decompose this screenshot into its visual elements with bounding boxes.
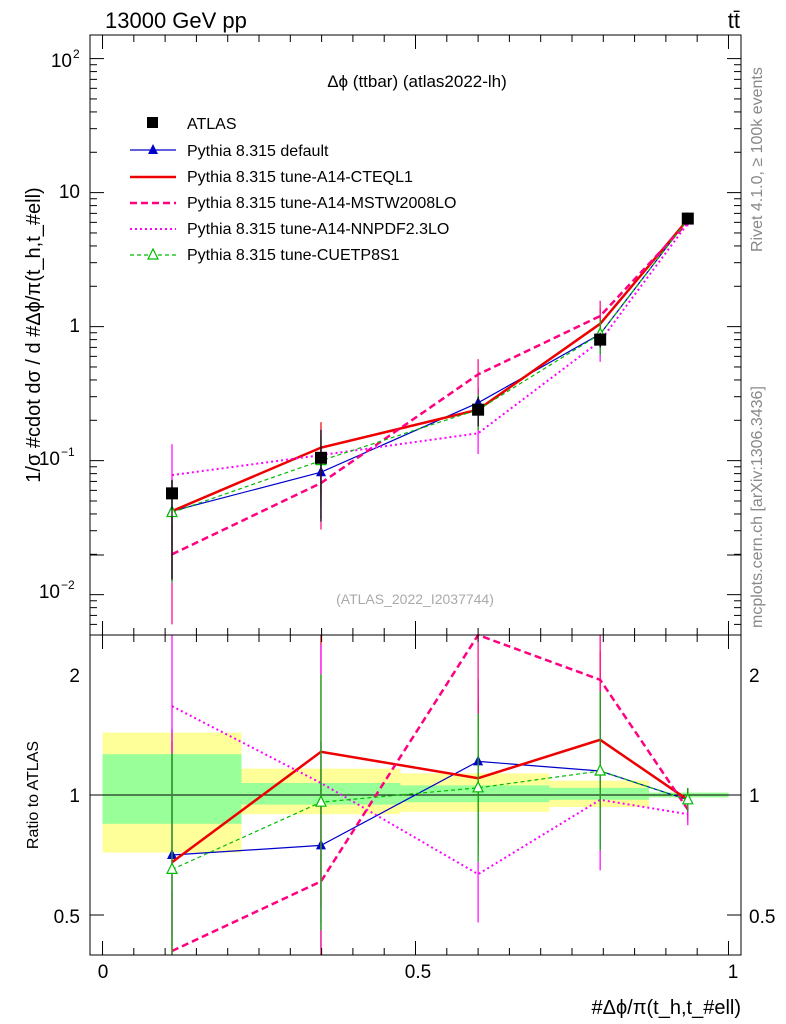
ratio-ylabel: Ratio to ATLAS xyxy=(25,741,42,849)
legend-atlas-label: ATLAS xyxy=(187,116,237,133)
legend-cteql1-label: Pythia 8.315 tune-A14-CTEQL1 xyxy=(187,169,413,186)
legend-default-marker xyxy=(148,144,158,154)
point-atlas xyxy=(681,212,694,225)
series-line-mstw xyxy=(171,221,689,556)
ytick-label-100-exp: 2 xyxy=(73,47,80,61)
process-label: tt̄ xyxy=(728,8,740,33)
ratio-bands xyxy=(102,732,729,853)
ytick-label-10: 10 xyxy=(59,182,80,203)
ratio-ytick-label-0.5: 0.5 xyxy=(54,907,80,928)
main-panel: Δϕ (ttbar) (atlas2022-lh) (ATLAS_2022_I2… xyxy=(23,34,742,636)
ratio-line-nnpdf xyxy=(171,705,688,876)
xtick-label-0.5: 0.5 xyxy=(405,962,431,983)
legend-cuetp-label: Pythia 8.315 tune-CUETP8S1 xyxy=(187,247,400,264)
legend-cuetp-marker xyxy=(147,247,159,260)
ratio-point-cuetp xyxy=(472,780,485,793)
ratio-panel: 2 1 0.5 2 1 0.5 Ratio to ATLAS 0 0.5 1 #… xyxy=(25,554,775,1019)
xtick-label-0: 0 xyxy=(98,962,109,983)
ratio-point-cuetp xyxy=(681,792,694,805)
band-inner xyxy=(400,785,550,803)
ratio-point-cuetp xyxy=(166,862,178,875)
energy-label: 13000 GeV pp xyxy=(105,8,247,33)
ratio-line-cuetp xyxy=(171,770,688,870)
ratio-ytick-label-1: 1 xyxy=(69,786,80,807)
main-ticks xyxy=(90,35,741,636)
band-inner xyxy=(549,787,649,800)
ratio-ytick-label-1-right: 1 xyxy=(749,786,760,807)
point-atlas xyxy=(314,451,327,464)
ytick-label-0.1: 10 xyxy=(39,449,60,470)
ytick-label-0.01-exp: −2 xyxy=(61,578,75,592)
main-marks xyxy=(166,212,694,625)
ytick-label-100: 10 xyxy=(51,51,72,72)
main-title: Δϕ (ttbar) (atlas2022-lh) xyxy=(327,72,507,91)
point-atlas xyxy=(166,487,179,500)
legend-default-label: Pythia 8.315 default xyxy=(187,143,329,160)
ratio-point-cuetp xyxy=(594,763,607,776)
xtick-label-1: 1 xyxy=(728,962,739,983)
ytick-label-0.01: 10 xyxy=(39,582,60,603)
legend-nnpdf-label: Pythia 8.315 tune-A14-NNPDF2.3LO xyxy=(187,221,449,238)
xlabel: #Δϕ/π(t_h,t_#ell) xyxy=(591,997,741,1019)
series-line-nnpdf xyxy=(171,222,689,477)
point-atlas xyxy=(594,333,607,346)
ratio-ticks xyxy=(90,554,741,955)
rivet-label: Rivet 4.1.0, ≥ 100k events xyxy=(749,67,766,252)
ratio-ytick-label-2: 2 xyxy=(69,666,80,687)
legend-mstw-label: Pythia 8.315 tune-A14-MSTW2008LO xyxy=(187,195,456,212)
ytick-label-0.1-exp: −1 xyxy=(61,445,75,459)
ratio-ytick-label-0.5-right: 0.5 xyxy=(749,907,775,928)
mcplots-label: mcplots.cern.ch [arXiv:1306.3436] xyxy=(749,386,766,628)
legend-atlas-marker xyxy=(147,117,158,128)
ratio-ytick-label-2-right: 2 xyxy=(749,666,760,687)
ratio-point-cuetp xyxy=(315,794,327,807)
point-atlas xyxy=(472,403,485,416)
ytick-label-1: 1 xyxy=(69,316,80,337)
legend: ATLAS Pythia 8.315 default Pythia 8.315 … xyxy=(130,116,456,264)
main-ylabel: 1/σ #cdot dσ / d #Δϕ/π(t_h,t_#ell) xyxy=(23,187,45,482)
watermark: (ATLAS_2022_I2037744) xyxy=(336,591,494,607)
